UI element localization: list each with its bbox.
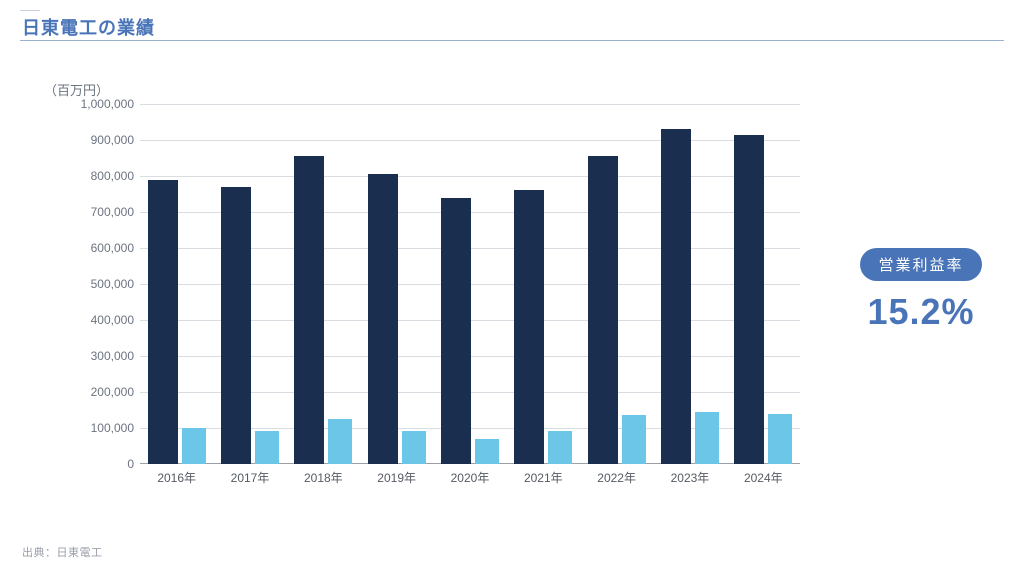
bar-revenue bbox=[514, 190, 544, 464]
bar-revenue bbox=[221, 187, 251, 464]
callout: 営業利益率 15.2% bbox=[846, 248, 996, 333]
x-tick-label: 2019年 bbox=[360, 469, 433, 486]
y-tick-label: 400,000 bbox=[44, 313, 134, 327]
bar-operating-income bbox=[182, 428, 206, 464]
bar-group: 2019年 bbox=[360, 104, 433, 464]
bar-revenue bbox=[148, 180, 178, 464]
bar-revenue bbox=[441, 198, 471, 464]
x-tick-label: 2024年 bbox=[727, 469, 800, 486]
bar-revenue bbox=[734, 135, 764, 464]
y-tick-label: 200,000 bbox=[44, 385, 134, 399]
bar-operating-income bbox=[622, 415, 646, 464]
bar-operating-income bbox=[768, 414, 792, 464]
bar-group: 2016年 bbox=[140, 104, 213, 464]
bar-group: 2017年 bbox=[213, 104, 286, 464]
y-tick-label: 600,000 bbox=[44, 241, 134, 255]
bar-revenue bbox=[294, 156, 324, 464]
y-tick-label: 0 bbox=[44, 457, 134, 471]
decorative-rule bbox=[20, 10, 40, 11]
x-tick-label: 2017年 bbox=[213, 469, 286, 486]
bar-group: 2024年 bbox=[727, 104, 800, 464]
bars-container: 2016年2017年2018年2019年2020年2021年2022年2023年… bbox=[140, 104, 800, 464]
y-tick-label: 500,000 bbox=[44, 277, 134, 291]
y-tick-label: 900,000 bbox=[44, 133, 134, 147]
bar-group: 2022年 bbox=[580, 104, 653, 464]
y-tick-label: 100,000 bbox=[44, 421, 134, 435]
x-tick-label: 2022年 bbox=[580, 469, 653, 486]
bar-chart: （百万円） 0100,000200,000300,000400,000500,0… bbox=[40, 80, 820, 500]
x-tick-label: 2023年 bbox=[653, 469, 726, 486]
bar-group: 2018年 bbox=[287, 104, 360, 464]
y-tick-label: 800,000 bbox=[44, 169, 134, 183]
page: 日東電工の業績 （百万円） 0100,000200,000300,000400,… bbox=[0, 0, 1024, 576]
bar-operating-income bbox=[402, 431, 426, 464]
bar-revenue bbox=[661, 129, 691, 464]
y-tick-label: 1,000,000 bbox=[44, 97, 134, 111]
bar-group: 2021年 bbox=[507, 104, 580, 464]
y-tick-label: 700,000 bbox=[44, 205, 134, 219]
x-tick-label: 2018年 bbox=[287, 469, 360, 486]
x-tick-label: 2016年 bbox=[140, 469, 213, 486]
bar-group: 2023年 bbox=[653, 104, 726, 464]
x-tick-label: 2020年 bbox=[433, 469, 506, 486]
callout-value: 15.2% bbox=[846, 291, 996, 333]
source-text: 出典：日東電工 bbox=[22, 544, 103, 560]
bar-operating-income bbox=[328, 419, 352, 464]
title-underline bbox=[20, 40, 1004, 41]
bar-operating-income bbox=[695, 412, 719, 464]
plot-area: 0100,000200,000300,000400,000500,000600,… bbox=[140, 104, 800, 464]
bar-operating-income bbox=[255, 431, 279, 464]
x-tick-label: 2021年 bbox=[507, 469, 580, 486]
bar-revenue bbox=[368, 174, 398, 464]
page-title: 日東電工の業績 bbox=[22, 14, 155, 40]
callout-label: 営業利益率 bbox=[860, 248, 981, 281]
y-tick-label: 300,000 bbox=[44, 349, 134, 363]
bar-revenue bbox=[588, 156, 618, 464]
bar-operating-income bbox=[548, 431, 572, 464]
bar-operating-income bbox=[475, 439, 499, 464]
bar-group: 2020年 bbox=[433, 104, 506, 464]
